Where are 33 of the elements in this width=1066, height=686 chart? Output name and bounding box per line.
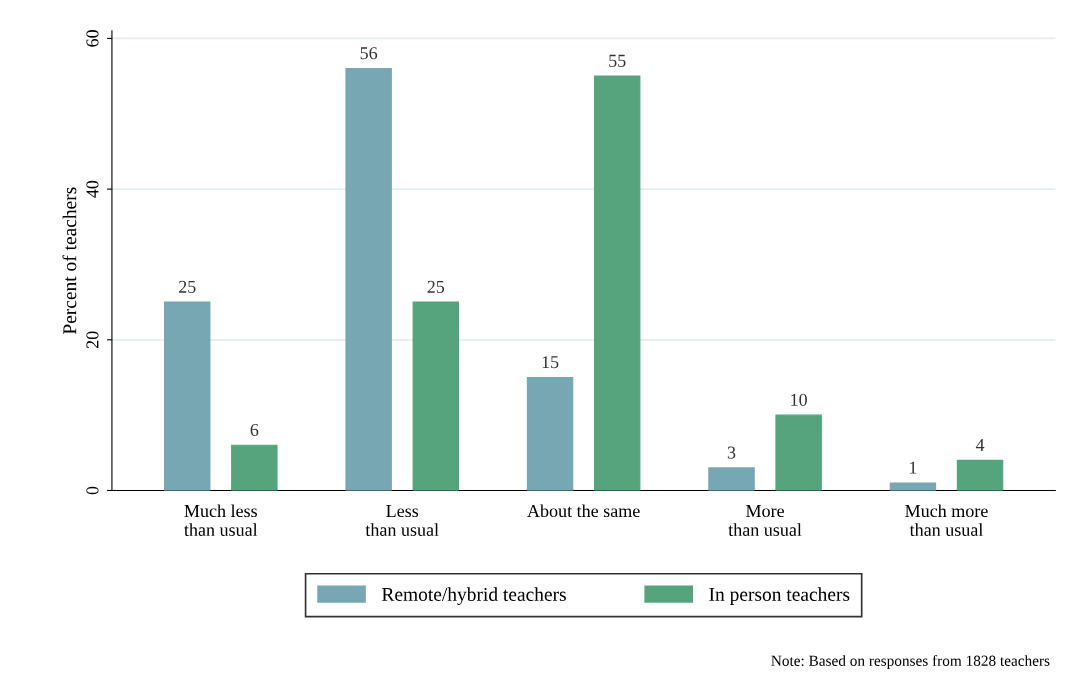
bar <box>775 414 822 491</box>
data-label: 3 <box>727 446 736 459</box>
legend-label: Remote/hybrid teachers <box>381 587 566 605</box>
x-tick-label: Much more than usual <box>905 504 988 536</box>
x-tick-label: About the same <box>527 504 640 518</box>
x-tick-label: More than usual <box>728 505 802 536</box>
data-label: 55 <box>609 54 626 67</box>
data-label: 25 <box>178 280 196 293</box>
bar <box>412 301 460 491</box>
data-label: 6 <box>250 423 259 437</box>
data-label: 25 <box>427 280 445 293</box>
y-tick-label: 0 <box>86 486 99 495</box>
data-label: 10 <box>791 393 807 406</box>
y-axis-title: Percent of teachers <box>62 187 77 335</box>
data-label: 4 <box>975 439 985 451</box>
data-label: 15 <box>542 356 559 369</box>
bar <box>526 376 574 491</box>
data-label: 1 <box>910 461 917 474</box>
bar <box>956 459 1004 491</box>
bar <box>163 301 211 491</box>
bar <box>708 467 755 491</box>
x-tick-label: Much less than usual <box>184 504 258 536</box>
text: Note: Based on responses from 1828 teachers <box>771 654 1050 669</box>
bar <box>231 444 278 491</box>
legend-label: In person teachers <box>709 587 850 605</box>
x-tick-label: Less than usual <box>365 505 439 536</box>
y-tick-label: 40 <box>86 180 99 198</box>
data-label: 56 <box>360 47 378 60</box>
bar <box>593 75 641 491</box>
bar <box>889 482 937 491</box>
y-tick-label: 20 <box>86 331 99 349</box>
y-tick-label: 60 <box>86 30 99 47</box>
bar <box>345 67 392 491</box>
